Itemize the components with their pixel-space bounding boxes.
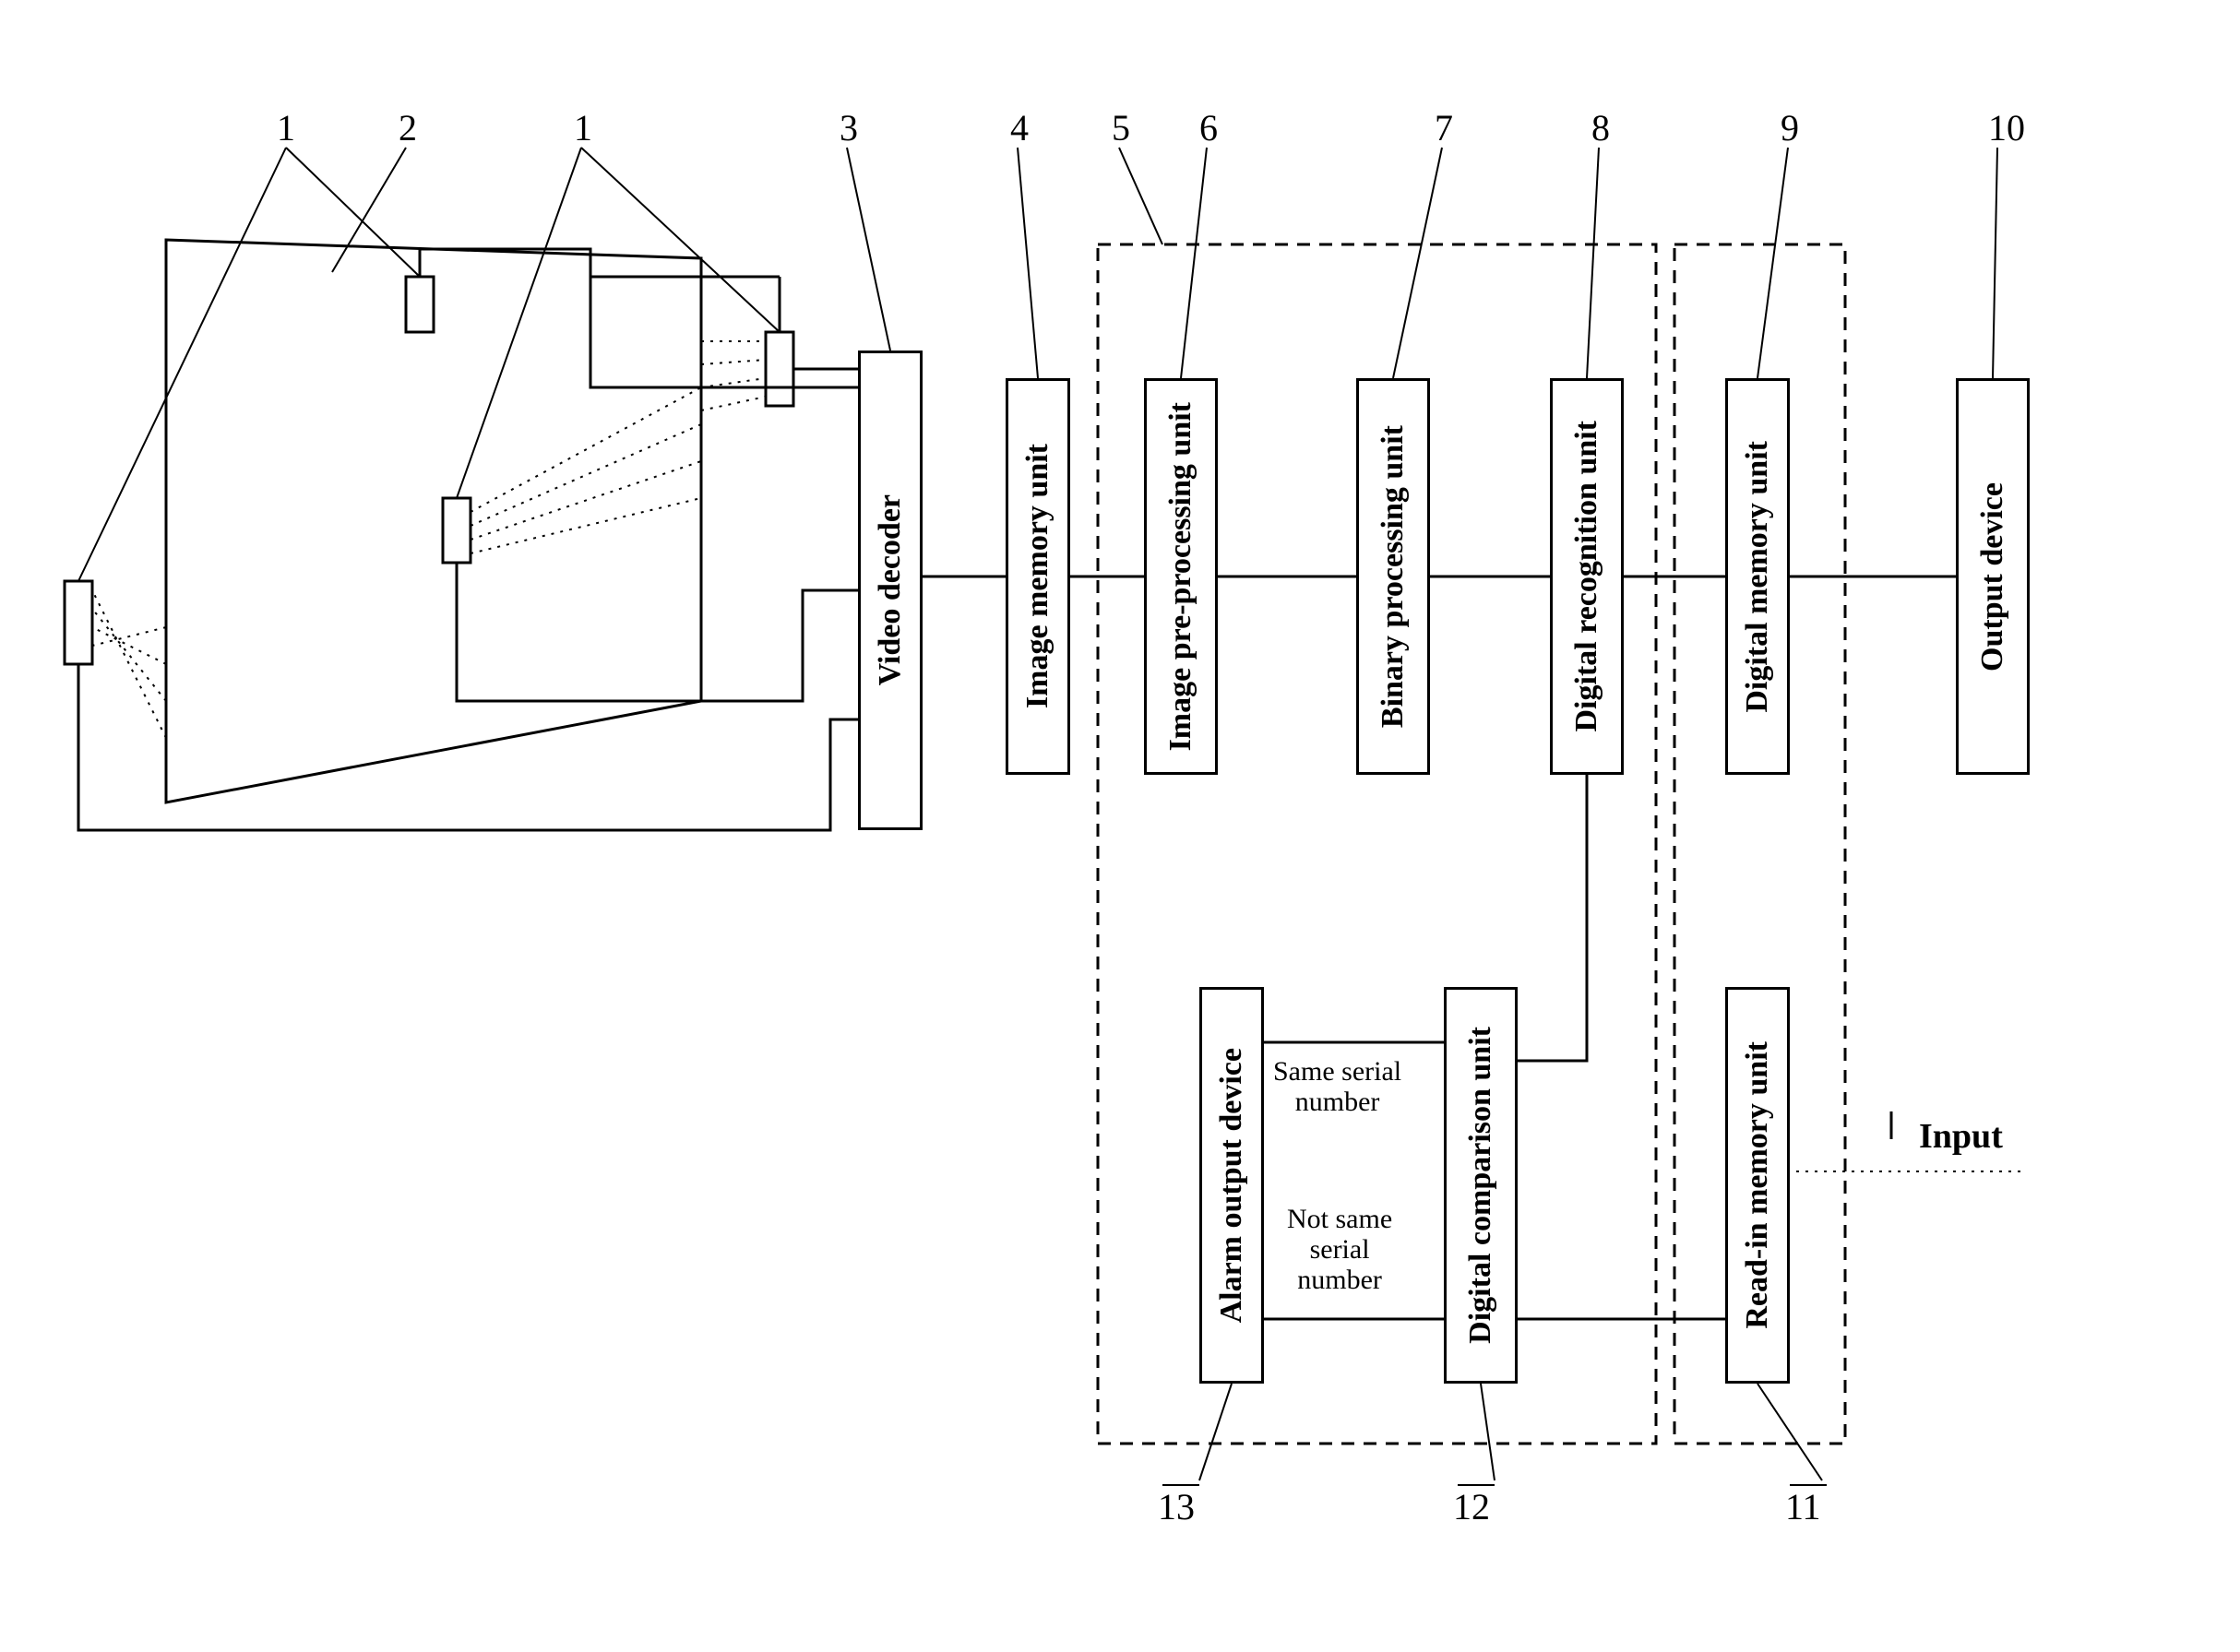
ref-9: 9 bbox=[1781, 106, 1799, 149]
block-output-device: Output device bbox=[1956, 378, 2030, 775]
ref-1a: 1 bbox=[277, 106, 295, 149]
block-readin-memory: Read-in memory unit bbox=[1725, 987, 1790, 1384]
edge-label-notsame-l3: number bbox=[1297, 1265, 1382, 1295]
edge-label-notsame-l1: Not same bbox=[1287, 1204, 1392, 1234]
label-binary-processing: Binary processing unit bbox=[1376, 425, 1411, 728]
ref-2: 2 bbox=[399, 106, 417, 149]
label-image-preprocessing: Image pre-processing unit bbox=[1163, 402, 1198, 751]
label-digital-memory: Digital memory unit bbox=[1740, 441, 1775, 713]
label-readin-memory: Read-in memory unit bbox=[1740, 1041, 1775, 1329]
ref-10: 10 bbox=[1988, 106, 2025, 149]
block-image-preprocessing: Image pre-processing unit bbox=[1144, 378, 1218, 775]
block-video-decoder: Video decoder bbox=[858, 351, 923, 830]
edge-label-same: Same serial number bbox=[1273, 1056, 1401, 1117]
ref-8: 8 bbox=[1591, 106, 1610, 149]
label-alarm-output: Alarm output device bbox=[1214, 1048, 1249, 1323]
input-label: Input bbox=[1919, 1116, 2003, 1157]
label-output-device: Output device bbox=[1975, 482, 2010, 671]
edge-label-same-l2: number bbox=[1295, 1087, 1380, 1117]
edge-label-same-l1: Same serial bbox=[1273, 1056, 1401, 1087]
label-video-decoder: Video decoder bbox=[873, 494, 908, 685]
label-digital-comparison: Digital comparison unit bbox=[1463, 1027, 1498, 1344]
ref-11: 11 bbox=[1785, 1485, 1821, 1528]
ref-4: 4 bbox=[1010, 106, 1029, 149]
block-alarm-output: Alarm output device bbox=[1199, 987, 1264, 1384]
diagram-lines bbox=[0, 0, 2240, 1652]
block-image-memory: Image memory unit bbox=[1006, 378, 1070, 775]
edge-label-notsame-l2: serial bbox=[1310, 1234, 1370, 1265]
diagram-canvas: Video decoder Image memory unit Image pr… bbox=[0, 0, 2240, 1652]
label-image-memory: Image memory unit bbox=[1020, 444, 1055, 708]
ref-3: 3 bbox=[840, 106, 858, 149]
ref-12: 12 bbox=[1453, 1485, 1490, 1528]
ref-13: 13 bbox=[1158, 1485, 1195, 1528]
label-digital-recognition: Digital recognition unit bbox=[1569, 421, 1604, 732]
ref-1b: 1 bbox=[574, 106, 592, 149]
block-digital-comparison: Digital comparison unit bbox=[1444, 987, 1518, 1384]
edge-label-notsame: Not same serial number bbox=[1287, 1204, 1392, 1295]
ref-7: 7 bbox=[1435, 106, 1453, 149]
block-binary-processing: Binary processing unit bbox=[1356, 378, 1430, 775]
block-digital-recognition: Digital recognition unit bbox=[1550, 378, 1624, 775]
ref-6: 6 bbox=[1199, 106, 1218, 149]
ref-5: 5 bbox=[1112, 106, 1130, 149]
block-digital-memory: Digital memory unit bbox=[1725, 378, 1790, 775]
